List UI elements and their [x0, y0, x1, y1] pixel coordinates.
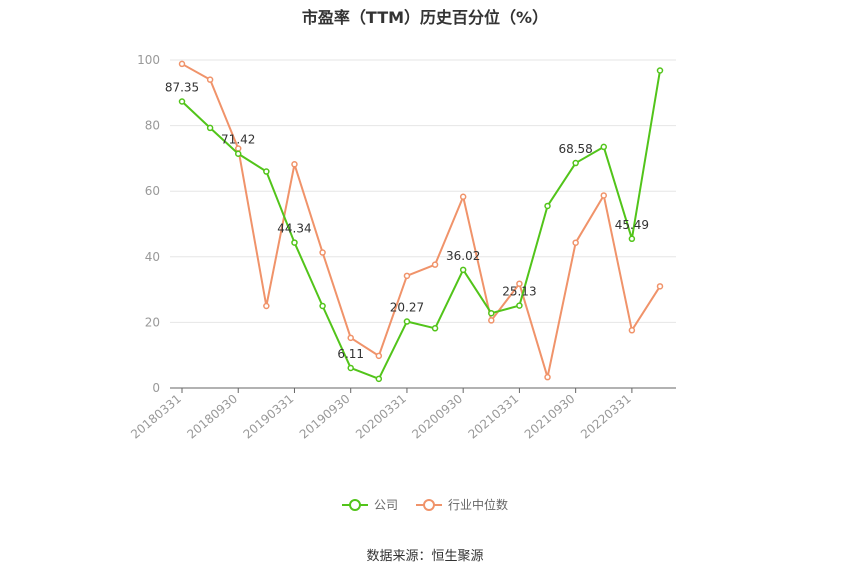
data-label: 20.27: [390, 301, 424, 315]
legend: 公司 行业中位数: [0, 496, 850, 513]
data-point-company: [600, 143, 608, 151]
data-label: 25.13: [502, 285, 536, 299]
data-point-industry: [234, 145, 242, 152]
data-point-industry: [488, 317, 495, 324]
data-point-industry: [544, 373, 551, 381]
x-tick-label: 20210331: [466, 392, 522, 442]
data-point-industry: [656, 283, 664, 290]
data-label: 6.11: [337, 347, 364, 361]
data-point-industry: [403, 272, 411, 280]
data-point-industry: [178, 60, 186, 68]
data-point-industry: [375, 352, 383, 360]
x-tick-label: 20200331: [353, 392, 409, 442]
data-point-industry: [319, 249, 326, 256]
series-line-company: [181, 70, 661, 380]
chart-title: 市盈率（TTM）历史百分位（%）: [301, 8, 549, 27]
x-tick-label: 20220331: [578, 392, 634, 442]
data-label: 71.42: [221, 133, 255, 147]
data-point-industry: [431, 261, 439, 268]
data-point-industry: [263, 302, 270, 310]
source-text: 数据来源：恒生聚源: [366, 549, 484, 564]
x-tick-label: 20190331: [241, 392, 297, 442]
data-point-company: [656, 67, 664, 74]
data-point-company: [347, 364, 354, 372]
x-tick-label: 20190930: [297, 392, 353, 442]
data-point-industry: [516, 280, 523, 287]
data-point-company: [488, 309, 495, 317]
data-label: 68.58: [558, 142, 592, 156]
data-point-company: [319, 302, 326, 310]
legend-swatch-industry: [416, 498, 442, 512]
x-tick-label: 20180930: [184, 392, 240, 442]
y-tick-label: 80: [145, 119, 160, 133]
data-label: 44.34: [277, 222, 311, 236]
data-point-company: [459, 266, 467, 274]
y-tick-label: 0: [152, 381, 160, 395]
data-point-industry: [572, 239, 579, 246]
legend-swatch-company: [341, 498, 368, 512]
data-point-company: [403, 318, 411, 325]
data-point-company: [628, 235, 636, 243]
y-tick-label: 20: [145, 315, 160, 329]
legend-item-industry[interactable]: 行业中位数: [416, 496, 508, 513]
data-point-industry: [600, 192, 608, 199]
data-point-industry: [291, 161, 298, 168]
x-tick-label: 20200930: [409, 392, 465, 442]
x-tick-label: 20180331: [128, 392, 184, 442]
data-point-industry: [628, 327, 636, 334]
data-point-company: [178, 98, 186, 105]
data-point-company: [375, 375, 383, 383]
data-label: 45.49: [615, 218, 649, 232]
legend-item-company[interactable]: 公司: [341, 496, 398, 513]
data-point-industry: [459, 193, 467, 201]
y-tick-label: 100: [137, 53, 160, 67]
data-point-industry: [347, 334, 354, 342]
x-tick-label: 20210930: [522, 392, 578, 442]
data-label: 87.35: [165, 80, 199, 94]
y-tick-label: 40: [145, 250, 160, 264]
data-point-company: [206, 124, 214, 132]
data-point-company: [516, 302, 523, 309]
legend-label-company: 公司: [373, 498, 398, 512]
data-point-company: [544, 202, 551, 210]
data-point-company: [431, 325, 439, 332]
data-point-company: [291, 239, 298, 246]
data-point-company: [572, 159, 579, 167]
data-point-company: [263, 168, 270, 175]
data-point-industry: [206, 76, 214, 83]
legend-label-industry: 行业中位数: [448, 498, 509, 512]
series-line-industry: [181, 63, 661, 379]
data-label: 36.02: [446, 249, 480, 263]
data-point-company: [234, 150, 242, 157]
y-tick-label: 60: [145, 184, 160, 198]
